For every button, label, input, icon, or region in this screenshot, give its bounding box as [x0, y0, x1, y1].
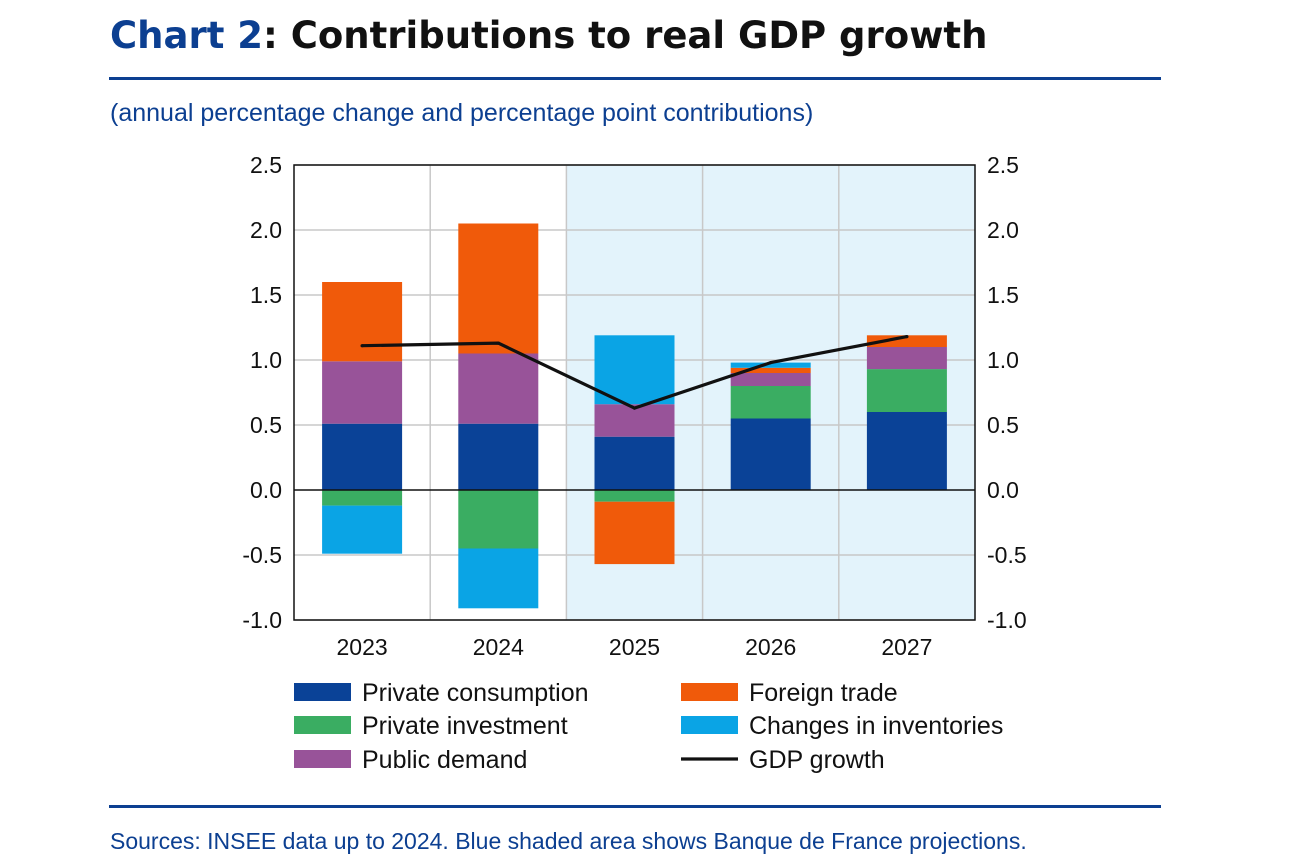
- y-tick-label-left: 1.5: [250, 282, 282, 308]
- legend: Private consumption Foreign trade Private …: [294, 679, 1003, 774]
- legend-private-consumption-label: Private consumption: [362, 679, 589, 707]
- plot-frame: [293, 164, 976, 621]
- legend-changes-in-inventories-swatch: [681, 716, 738, 734]
- bar-foreign-trade-2023: [322, 282, 403, 362]
- bar-foreign-trade-2026: [730, 367, 811, 373]
- bar-changes-in-inventories-2025: [594, 335, 675, 405]
- y-tick-label-left: 2.5: [250, 152, 282, 178]
- bar-private-investment-2026: [730, 386, 811, 419]
- y-tick-label-right: 2.0: [987, 217, 1019, 243]
- legend-gdp-growth-label: GDP growth: [749, 746, 885, 774]
- chart-area: 2.5 2.5 2.0 2.0 1.5 1.5 1.0 1.0 0.5 0.5 0.0 0.0 -0.5…: [242, 152, 1026, 774]
- y-tick-label-right: 0.5: [987, 412, 1019, 438]
- x-tick-label-2027: 2027: [881, 634, 932, 660]
- bar-private-consumption-2027: [866, 412, 947, 490]
- legend-foreign-trade-label: Foreign trade: [749, 679, 898, 707]
- bar-foreign-trade-2024: [458, 223, 539, 354]
- x-tick-label-2025: 2025: [609, 634, 660, 660]
- legend-public-demand-swatch: [294, 750, 351, 768]
- x-tick-label-2023: 2023: [337, 634, 388, 660]
- chart-title: Chart 2: Contributions to real GDP growt…: [110, 14, 987, 57]
- top-rule: [109, 77, 1161, 80]
- legend-changes-in-inventories-label: Changes in inventories: [749, 712, 1003, 740]
- bar-private-investment-2027: [866, 369, 947, 412]
- bar-private-consumption-2024: [458, 423, 539, 490]
- gdp-point-2024: [496, 341, 500, 345]
- legend-private-investment-swatch: [294, 716, 351, 734]
- plot-frame-layer: [293, 164, 976, 621]
- y-tick-label-right: -1.0: [987, 607, 1027, 633]
- bar-foreign-trade-2027: [866, 335, 947, 347]
- gdp-point-2025: [632, 406, 637, 410]
- y-tick-label-left: 2.0: [250, 217, 282, 243]
- y-tick-label-left: 0.5: [250, 412, 282, 438]
- gdp-point-2026: [769, 361, 773, 365]
- y-tick-label-right: 1.5: [987, 282, 1019, 308]
- legend-private-consumption-swatch: [294, 683, 351, 701]
- bar-changes-in-inventories-2026: [730, 362, 811, 368]
- bar-private-investment-2023: [322, 490, 403, 506]
- legend-private-investment-label: Private investment: [362, 712, 568, 740]
- y-tick-label-right: 1.0: [987, 347, 1019, 373]
- legend-foreign-trade-swatch: [681, 683, 738, 701]
- y-tick-label-left: -0.5: [242, 542, 282, 568]
- gdp-point-2023: [360, 344, 364, 348]
- y-tick-label-left: 0.0: [250, 477, 282, 503]
- legend-public-demand-label: Public demand: [362, 746, 527, 774]
- chart-title-text: : Contributions to real GDP growth: [263, 14, 988, 57]
- bar-public-demand-2027: [866, 347, 947, 370]
- y-tick-label-right: 0.0: [987, 477, 1019, 503]
- bar-changes-in-inventories-2024: [458, 548, 539, 609]
- bars-layer: [322, 223, 947, 609]
- y-tick-label-left: -1.0: [242, 607, 282, 633]
- x-tick-label-2024: 2024: [473, 634, 524, 660]
- gdp-line-layer: [360, 335, 909, 410]
- y-tick-label-right: -0.5: [987, 542, 1027, 568]
- bar-private-consumption-2025: [594, 436, 675, 490]
- bar-private-investment-2024: [458, 490, 539, 549]
- bar-private-consumption-2026: [730, 418, 811, 490]
- x-tick-label-2026: 2026: [745, 634, 796, 660]
- gdp-point-2027: [905, 335, 909, 339]
- axis-ticks-layer: 2.5 2.5 2.0 2.0 1.5 1.5 1.0 1.0 0.5 0.5 0.0 0.0 -0.5…: [242, 152, 1026, 660]
- bar-private-consumption-2023: [322, 423, 403, 490]
- bar-foreign-trade-2025: [594, 501, 675, 565]
- bar-public-demand-2026: [730, 373, 811, 386]
- bottom-rule: [109, 805, 1161, 808]
- chart-number: Chart 2: [110, 14, 264, 57]
- sources-note: Sources: INSEE data up to 2024. Blue sha…: [110, 828, 1027, 854]
- chart-subtitle: (annual percentage change and percentage…: [110, 99, 814, 127]
- bar-public-demand-2023: [322, 361, 403, 424]
- y-tick-label-left: 1.0: [250, 347, 282, 373]
- bar-public-demand-2024: [458, 353, 539, 424]
- bar-private-investment-2025: [594, 490, 675, 502]
- bar-changes-in-inventories-2023: [322, 505, 403, 554]
- y-tick-label-right: 2.5: [987, 152, 1019, 178]
